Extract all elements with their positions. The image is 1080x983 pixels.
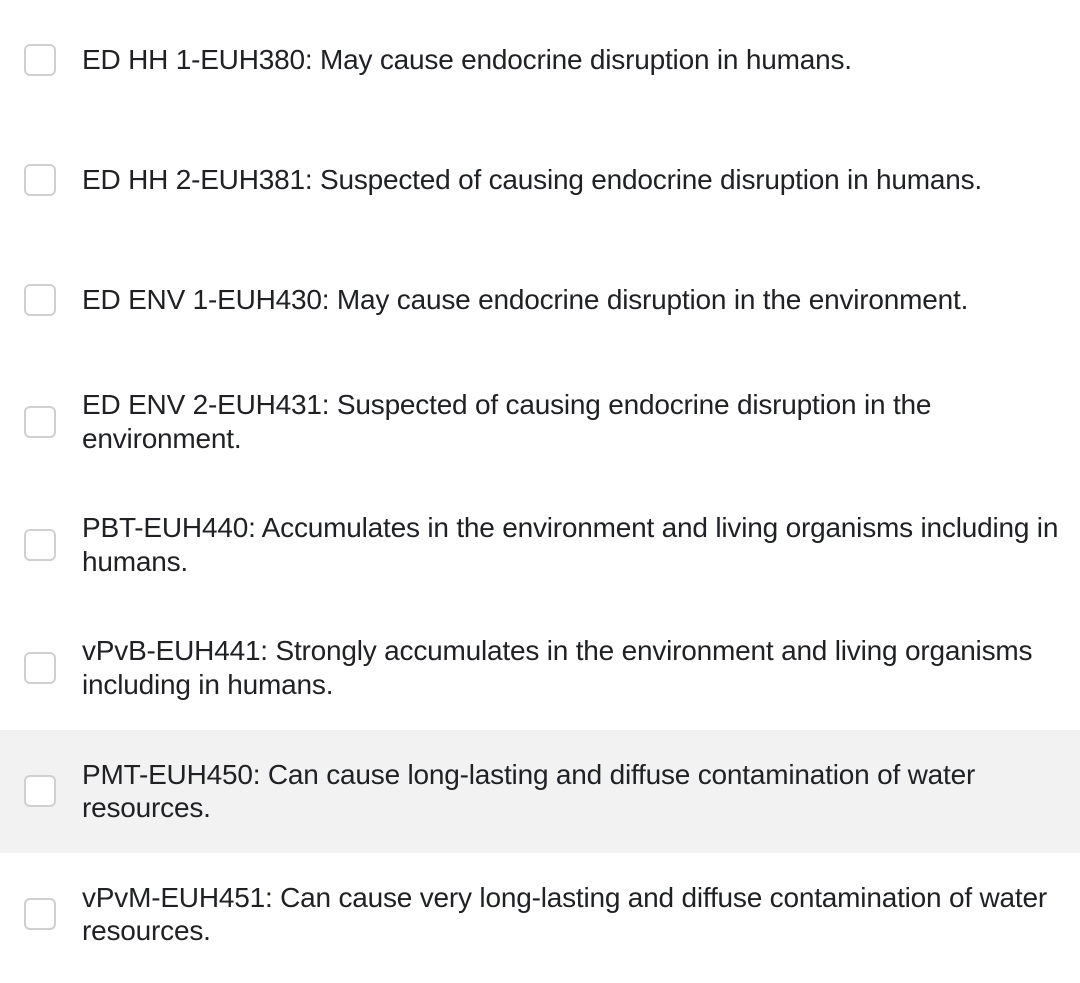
checkbox[interactable] bbox=[24, 164, 56, 196]
checklist-item-label: ED HH 1-EUH380: May cause endocrine disr… bbox=[82, 43, 852, 77]
checklist-item-label: vPvM-EUH451: Can cause very long-lasting… bbox=[82, 881, 1060, 948]
checklist-item[interactable]: ED ENV 2-EUH431: Suspected of causing en… bbox=[0, 360, 1080, 483]
checklist-item-label: ED ENV 1-EUH430: May cause endocrine dis… bbox=[82, 283, 968, 317]
checklist-item-label: ED HH 2-EUH381: Suspected of causing end… bbox=[82, 163, 982, 197]
checklist-item[interactable]: ED HH 2-EUH381: Suspected of causing end… bbox=[0, 120, 1080, 240]
checkbox[interactable] bbox=[24, 652, 56, 684]
checkbox[interactable] bbox=[24, 529, 56, 561]
checklist-item-label: PMT-EUH450: Can cause long-lasting and d… bbox=[82, 758, 1060, 825]
hazard-checklist: ED HH 1-EUH380: May cause endocrine disr… bbox=[0, 0, 1080, 976]
checkbox[interactable] bbox=[24, 284, 56, 316]
checklist-item[interactable]: ED HH 1-EUH380: May cause endocrine disr… bbox=[0, 0, 1080, 120]
checklist-item[interactable]: PBT-EUH440: Accumulates in the environme… bbox=[0, 483, 1080, 606]
checklist-item-label: vPvB-EUH441: Strongly accumulates in the… bbox=[82, 634, 1060, 701]
checklist-item-label: PBT-EUH440: Accumulates in the environme… bbox=[82, 511, 1060, 578]
checklist-item[interactable]: PMT-EUH450: Can cause long-lasting and d… bbox=[0, 730, 1080, 853]
checkbox[interactable] bbox=[24, 44, 56, 76]
checklist-item[interactable]: ED ENV 1-EUH430: May cause endocrine dis… bbox=[0, 240, 1080, 360]
checklist-item[interactable]: vPvM-EUH451: Can cause very long-lasting… bbox=[0, 853, 1080, 976]
checkbox[interactable] bbox=[24, 775, 56, 807]
checklist-item-label: ED ENV 2-EUH431: Suspected of causing en… bbox=[82, 388, 1060, 455]
checklist-item[interactable]: vPvB-EUH441: Strongly accumulates in the… bbox=[0, 606, 1080, 729]
checkbox[interactable] bbox=[24, 898, 56, 930]
checkbox[interactable] bbox=[24, 406, 56, 438]
